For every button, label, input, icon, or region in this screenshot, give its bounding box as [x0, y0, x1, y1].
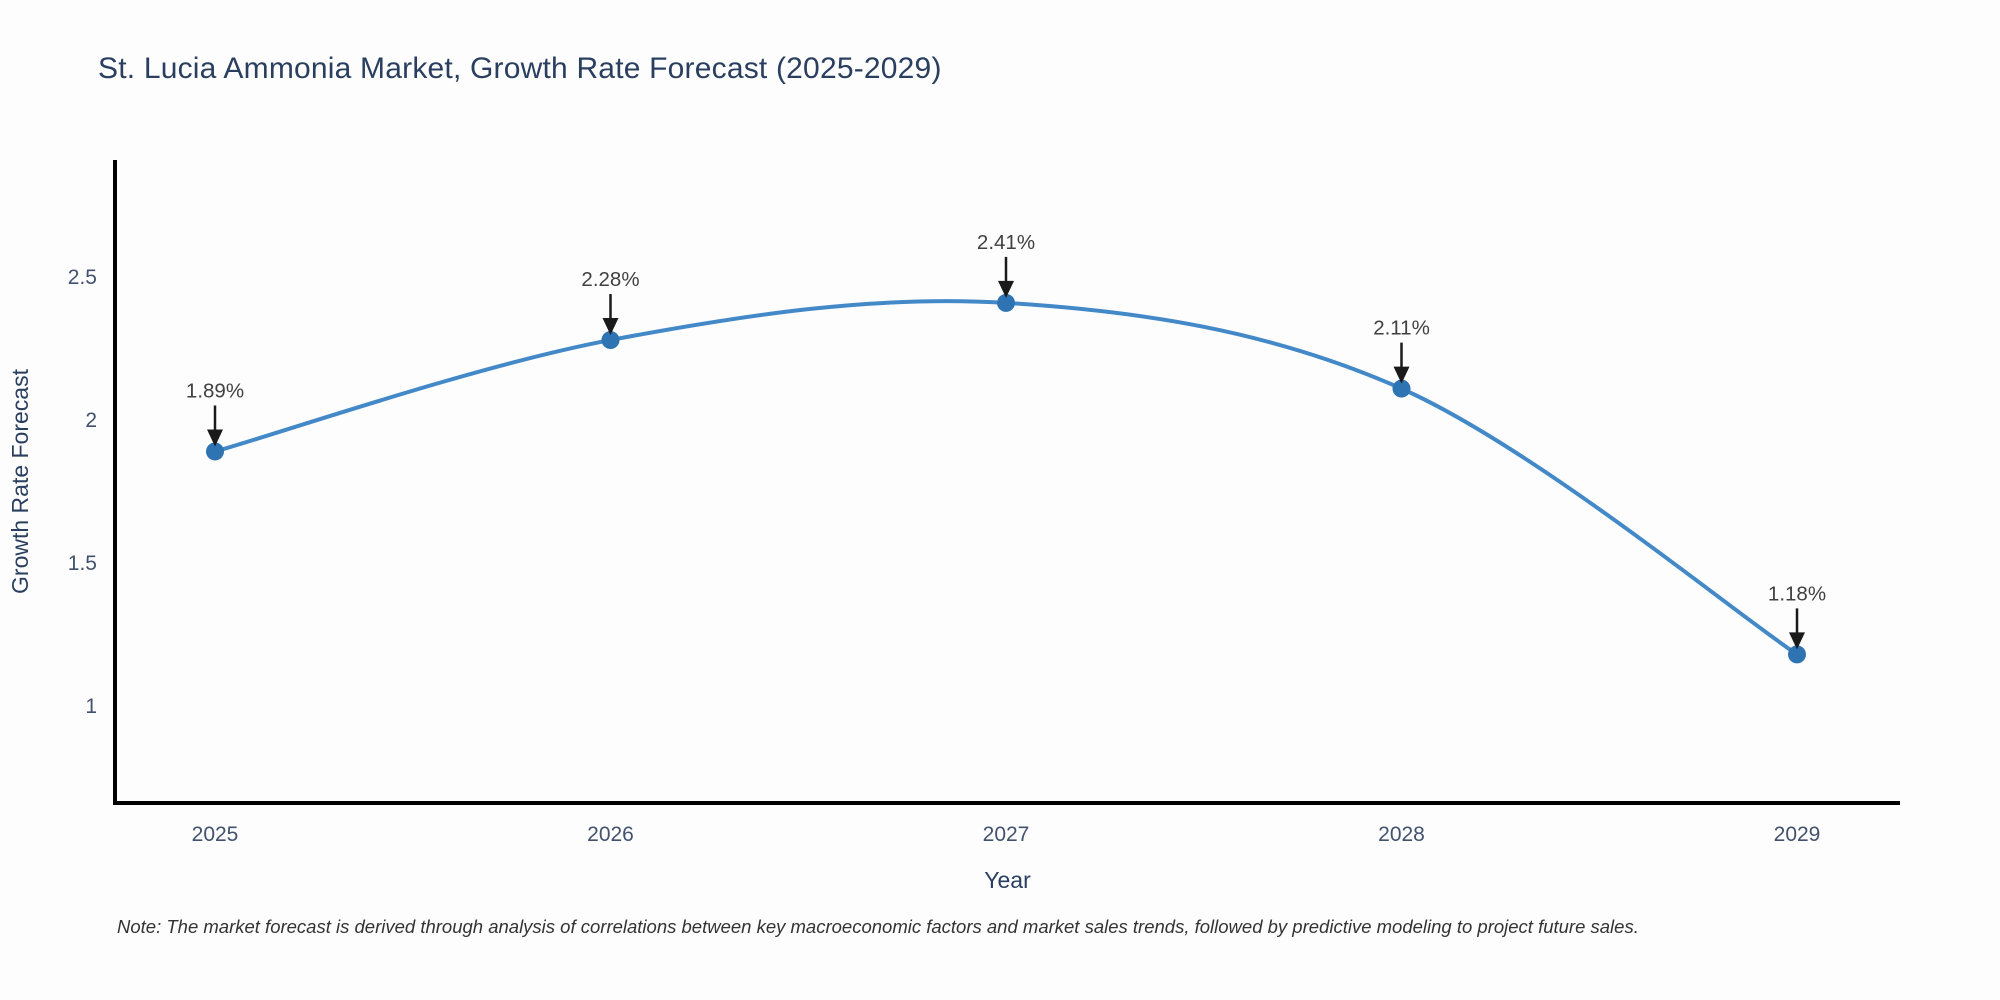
- data-point: [1392, 379, 1411, 398]
- annotation-arrow-head: [207, 429, 223, 447]
- data-point: [997, 293, 1015, 312]
- data-point: [206, 442, 224, 461]
- annotation-arrow-head: [998, 280, 1014, 298]
- point-value-label: 2.41%: [977, 231, 1035, 254]
- y-axis-title: Growth Rate Forecast: [7, 368, 33, 594]
- x-tick-label: 2029: [1774, 823, 1821, 846]
- annotation-arrow-head: [602, 318, 619, 336]
- point-value-label: 2.11%: [1373, 317, 1430, 340]
- x-tick-label: 2025: [192, 823, 239, 846]
- x-tick-label: 2027: [983, 823, 1030, 846]
- x-axis-title: Year: [984, 867, 1031, 893]
- y-tick-label: 1: [85, 695, 97, 718]
- x-tick-label: 2026: [587, 823, 634, 846]
- forecast-line: [213, 299, 1799, 657]
- y-tick-label: 2: [85, 409, 97, 432]
- point-value-label: 1.89%: [186, 379, 244, 402]
- y-tick-label: 1.5: [68, 552, 97, 575]
- x-tick-label: 2028: [1378, 823, 1425, 846]
- data-point: [1788, 645, 1806, 664]
- point-value-label: 2.28%: [581, 268, 639, 291]
- y-tick-label: 2.5: [68, 266, 97, 289]
- annotation-arrow-head: [1393, 366, 1410, 384]
- chart-title: St. Lucia Ammonia Market, Growth Rate Fo…: [98, 52, 942, 85]
- annotation-arrow-head: [1789, 632, 1805, 650]
- data-point: [601, 331, 620, 350]
- point-value-label: 1.18%: [1768, 582, 1826, 605]
- footnote: Note: The market forecast is derived thr…: [117, 916, 1639, 937]
